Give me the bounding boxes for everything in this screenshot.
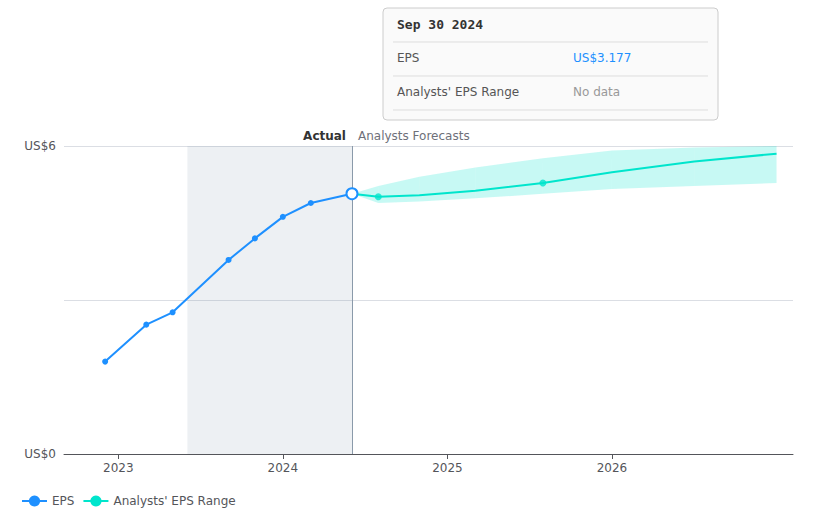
svg-text:EPS: EPS — [397, 51, 419, 65]
svg-text:Sep 30 2024: Sep 30 2024 — [397, 17, 483, 32]
svg-text:Analysts' EPS Range: Analysts' EPS Range — [113, 494, 235, 508]
svg-text:2023: 2023 — [103, 461, 134, 475]
svg-text:No data: No data — [573, 85, 620, 99]
svg-text:US$6: US$6 — [24, 139, 56, 153]
svg-text:2026: 2026 — [597, 461, 628, 475]
svg-text:Actual: Actual — [303, 129, 346, 143]
svg-text:2025: 2025 — [432, 461, 463, 475]
svg-text:Analysts' EPS Range: Analysts' EPS Range — [397, 85, 519, 99]
svg-text:US$0: US$0 — [24, 447, 56, 461]
svg-text:Analysts Forecasts: Analysts Forecasts — [358, 129, 470, 143]
svg-text:EPS: EPS — [52, 494, 74, 508]
svg-text:US$3.177: US$3.177 — [573, 51, 631, 65]
svg-text:2024: 2024 — [268, 461, 299, 475]
